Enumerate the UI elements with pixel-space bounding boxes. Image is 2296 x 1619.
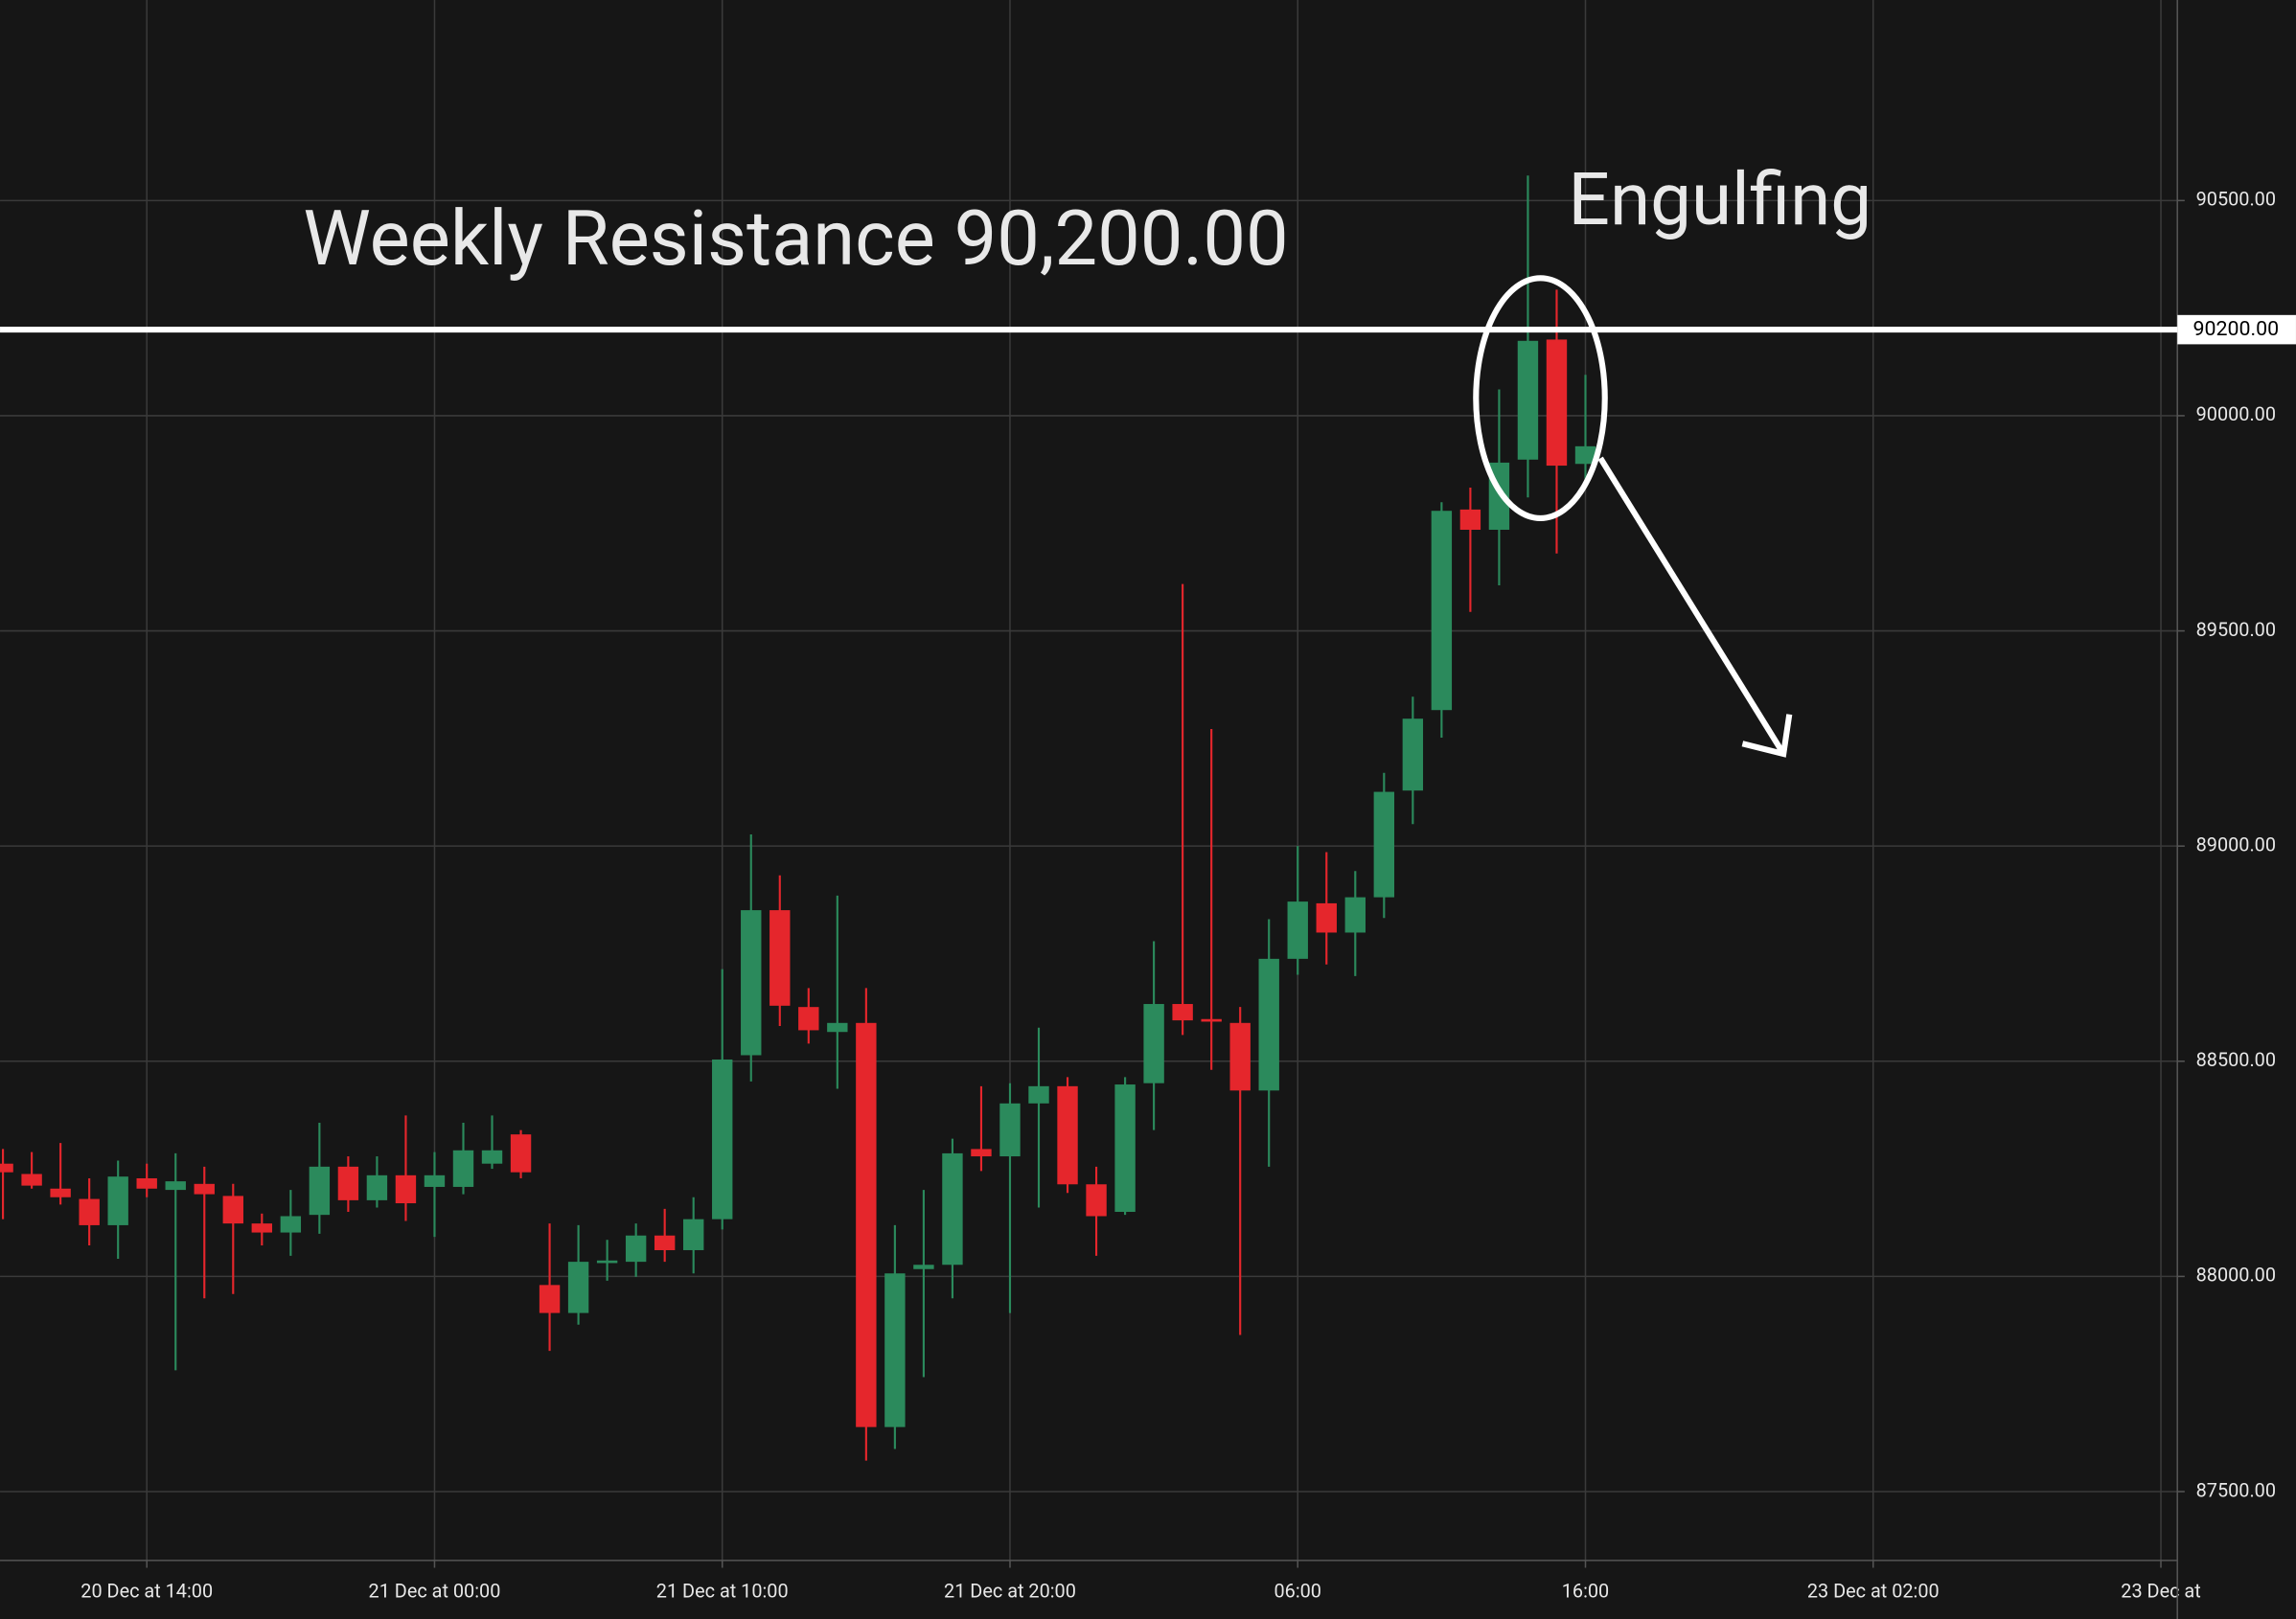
candle-body [1517,340,1539,460]
candle-body [567,1262,589,1313]
resistance-tag-label: 90200.00 [2193,317,2279,341]
candle-body [107,1176,128,1225]
candle-body [1057,1085,1078,1185]
candle-body [1114,1084,1136,1213]
candle-body [769,910,791,1006]
candle-body [1402,718,1424,791]
candle-body [798,1007,819,1031]
candle-body [942,1152,963,1266]
highlight-ellipse [1473,275,1608,521]
x-tick-label: 20 Dec at 14:00 [80,1581,213,1603]
candle-body [539,1285,561,1313]
candle-body [251,1223,273,1233]
candle-body [222,1196,243,1224]
candle-body [1172,1004,1193,1021]
candle-body [683,1219,704,1250]
candle-body [1258,958,1279,1091]
candle-body [309,1166,331,1216]
candle-body [1143,1004,1164,1083]
candle-body [510,1134,532,1173]
x-tick-label: 06:00 [1274,1581,1321,1603]
candle-body [366,1174,388,1200]
candle-body [1287,901,1308,959]
candle-body [625,1235,647,1263]
candle-body [884,1273,906,1427]
candle-body [1431,511,1453,711]
candle-body [165,1181,186,1191]
resistance-tag [2177,314,2296,345]
candle-body [913,1265,934,1269]
candle-body [50,1188,71,1197]
arrow-shaft [1597,456,1786,756]
x-tick-label: 23 Dec at 02:00 [1807,1581,1940,1603]
candle-body [596,1260,618,1264]
candle-body [136,1177,157,1189]
x-tick-label: 21 Dec at 10:00 [656,1581,789,1603]
candle-body [0,1163,13,1173]
candle-body [856,1022,877,1427]
candle-body [741,910,762,1056]
candle-body [1201,1018,1222,1022]
candle-body [1574,445,1596,465]
candle-body [971,1149,992,1157]
candle-body [337,1166,359,1200]
y-tick-label: 89500.00 [2196,619,2276,641]
candle-body [654,1235,676,1250]
candle-body [1546,339,1568,467]
overlay: Weekly Resistance 90,200.00 Engulfing 90… [0,156,2296,758]
candle-body [424,1174,446,1187]
y-tick-label: 90500.00 [2196,189,2276,211]
candle-body [1316,902,1337,933]
y-tick-label: 87500.00 [2196,1479,2276,1501]
y-tick-label: 90000.00 [2196,403,2276,425]
pattern-annotation: Engulfing [1569,156,1872,242]
candle-body [712,1059,733,1220]
candle-body [79,1198,100,1225]
resistance-annotation: Weekly Resistance 90,200.00 [303,194,1288,284]
candle-body [827,1022,848,1033]
candles [0,175,1596,1461]
x-tick-label: 16:00 [1562,1581,1609,1603]
candle-body [280,1216,302,1233]
y-tick-label: 88500.00 [2196,1049,2276,1071]
x-tick-label: 21 Dec at 00:00 [369,1581,501,1603]
candle-body [999,1103,1021,1157]
x-tick-label: 23 Dec at [2121,1581,2200,1603]
candle-body [21,1174,42,1186]
candle-body [452,1150,474,1187]
x-tick-label: 21 Dec at 20:00 [944,1581,1076,1603]
candle-body [1344,897,1366,933]
candle-body [481,1150,503,1164]
candle-body [1086,1184,1107,1217]
candle-body [1459,509,1481,530]
candle-body [1229,1022,1251,1091]
candle-body [194,1183,215,1195]
y-tick-label: 88000.00 [2196,1265,2276,1287]
candle-body [1373,791,1395,898]
y-tick-label: 89000.00 [2196,833,2276,855]
arrow-head [1741,714,1793,758]
candle-body [395,1174,417,1204]
candle-body [1028,1085,1049,1104]
